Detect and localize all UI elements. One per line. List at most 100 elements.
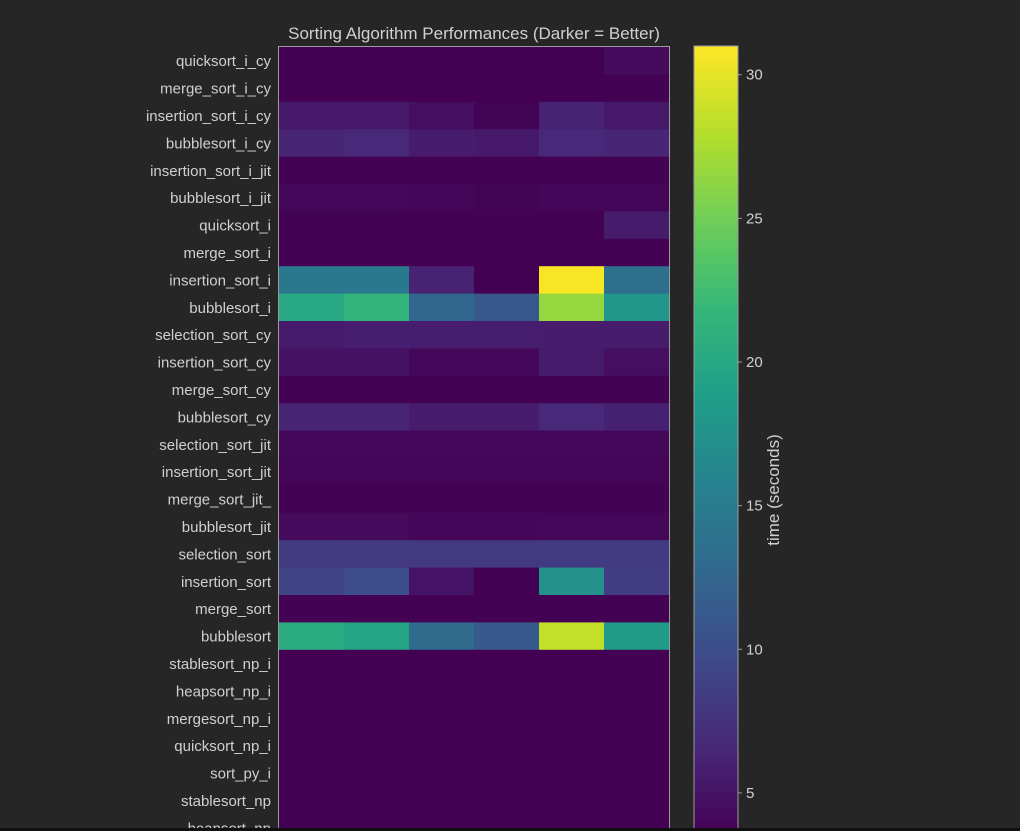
heatmap-cell <box>344 211 410 240</box>
heatmap-cell <box>344 101 410 130</box>
heatmap-cell <box>474 293 540 322</box>
heatmap-cell <box>604 595 670 623</box>
heatmap-cell <box>604 238 670 267</box>
heatmap-cell <box>474 184 540 212</box>
heatmap-cell <box>539 567 605 596</box>
row-label: bubblesort <box>201 629 272 646</box>
heatmap-cell <box>604 485 670 514</box>
heatmap-cell <box>474 677 540 706</box>
heatmap-cell <box>409 375 475 404</box>
heatmap-cell <box>604 814 670 831</box>
row-label: sort_py_i <box>210 766 271 783</box>
heatmap-cell <box>539 814 605 831</box>
heatmap-cell <box>279 430 345 459</box>
heatmap-cell <box>344 129 410 158</box>
colorbar-tick-label: 15 <box>746 498 763 515</box>
row-label: heapsort_np_i <box>176 683 271 700</box>
heatmap-cell <box>279 677 345 706</box>
row-label: selection_sort_jit <box>159 437 272 454</box>
heatmap-cell <box>539 266 605 295</box>
heatmap-cell <box>474 512 540 541</box>
heatmap-cell <box>279 485 345 514</box>
heatmap-cell <box>409 348 475 377</box>
row-label: insertion_sort_cy <box>158 355 272 372</box>
heatmap-cell <box>474 458 540 486</box>
heatmap-cell <box>604 540 670 569</box>
heatmap-cell <box>539 238 605 267</box>
heatmap-cell <box>344 786 410 815</box>
heatmap-cell <box>279 567 345 596</box>
bottom-edge <box>0 828 1020 831</box>
heatmap-cell <box>474 759 540 788</box>
heatmap-cell <box>279 101 345 130</box>
heatmap-cell <box>409 101 475 130</box>
heatmap-cell <box>279 786 345 815</box>
row-label: insertion_sort_i_cy <box>146 108 272 125</box>
plot-frame <box>278 46 670 831</box>
heatmap-cell <box>539 156 605 185</box>
heatmap-cell <box>539 74 605 103</box>
heatmap-cell <box>344 238 410 267</box>
heatmap-cell <box>474 348 540 377</box>
heatmap-cell <box>604 211 670 240</box>
heatmap-cell <box>279 348 345 377</box>
row-label: insertion_sort_i_jit <box>150 163 272 180</box>
heatmap-cell <box>344 595 410 623</box>
heatmap-cell <box>539 348 605 377</box>
heatmap-cell <box>474 403 540 432</box>
colorbar-tick-label: 20 <box>746 354 763 371</box>
heatmap-cell <box>604 622 670 651</box>
row-label: merge_sort_cy <box>172 382 272 399</box>
colorbar-tick-label: 30 <box>746 67 763 84</box>
heatmap-cell <box>604 677 670 706</box>
heatmap-cell <box>539 403 605 432</box>
row-label: stablesort_np_i <box>169 656 271 673</box>
row-label: bubblesort_i <box>189 300 271 317</box>
heatmap-cell <box>409 238 475 267</box>
heatmap-cell <box>474 485 540 514</box>
heatmap-cell <box>344 732 410 760</box>
heatmap-cell <box>279 321 345 349</box>
heatmap-cell <box>539 649 605 678</box>
heatmap-cell <box>604 156 670 185</box>
row-label: quicksort_i_cy <box>176 53 272 70</box>
heatmap-cell <box>539 540 605 569</box>
heatmap-cell <box>344 348 410 377</box>
heatmap-cell <box>409 512 475 541</box>
heatmap-cell <box>279 238 345 267</box>
row-label: heapsort_np <box>188 820 271 831</box>
heatmap-cell <box>539 129 605 158</box>
heatmap-cell <box>604 74 670 103</box>
heatmap-cell <box>409 622 475 651</box>
row-label: merge_sort <box>195 601 272 618</box>
heatmap-cell <box>279 732 345 760</box>
heatmap-cell <box>279 403 345 432</box>
heatmap-cell <box>344 375 410 404</box>
heatmap-cell <box>409 567 475 596</box>
heatmap-cell <box>409 540 475 569</box>
heatmap-cell <box>344 321 410 349</box>
heatmap-cell <box>539 458 605 486</box>
heatmap-cell <box>409 732 475 760</box>
heatmap-cell <box>604 732 670 760</box>
heatmap-cell <box>344 458 410 486</box>
heatmap-cell <box>344 184 410 212</box>
heatmap-cell <box>474 430 540 459</box>
heatmap-cell <box>409 266 475 295</box>
colorbar <box>693 45 739 831</box>
heatmap-cell <box>539 293 605 322</box>
heatmap-cell <box>539 485 605 514</box>
row-label: insertion_sort <box>181 574 272 591</box>
heatmap-cell <box>604 403 670 432</box>
row-label: mergesort_np_i <box>167 711 271 728</box>
row-label: selection_sort <box>178 546 271 563</box>
heatmap-cell <box>279 74 345 103</box>
heatmap-cell <box>279 622 345 651</box>
heatmap-cell <box>474 101 540 130</box>
colorbar-tick-label: 25 <box>746 210 763 227</box>
heatmap-cell <box>279 375 345 404</box>
heatmap-cell <box>474 156 540 185</box>
heatmap-cell <box>279 47 345 75</box>
heatmap-cell <box>474 786 540 815</box>
row-label: merge_sort_i_cy <box>160 81 271 98</box>
